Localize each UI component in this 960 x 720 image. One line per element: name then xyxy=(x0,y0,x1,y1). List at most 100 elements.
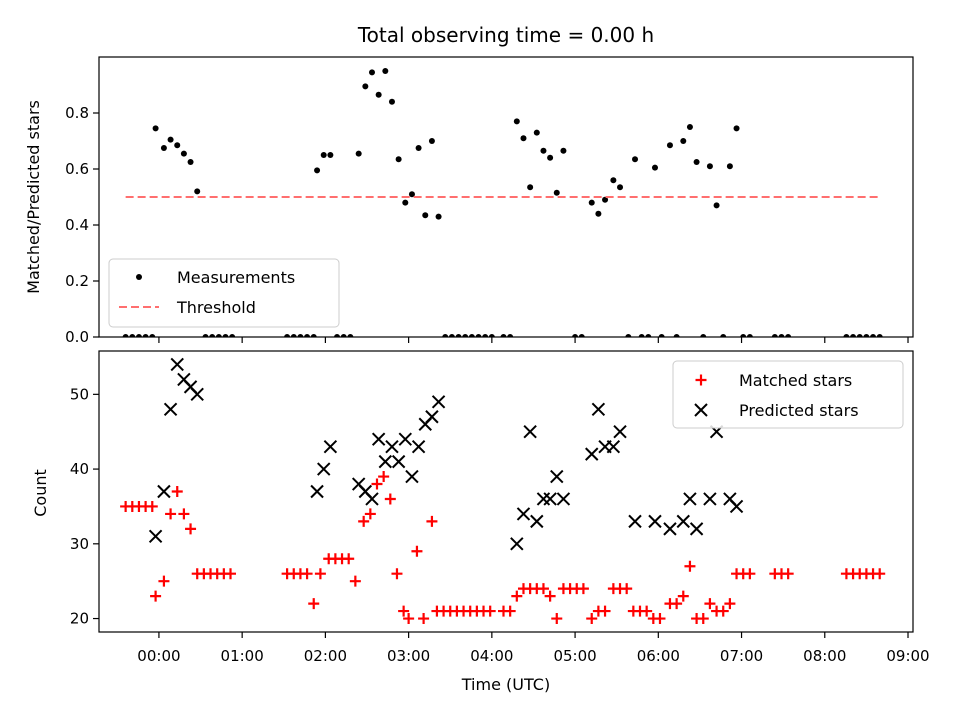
top-measurement-point xyxy=(785,334,792,337)
legend-measurements-marker xyxy=(136,274,142,280)
legend-predicted-label: Predicted stars xyxy=(739,401,859,420)
bottom-matched-star-point xyxy=(158,575,170,587)
bottom-x-axis-label: Time (UTC) xyxy=(461,675,550,694)
bottom-matched-star-point xyxy=(384,493,396,505)
top-measurement-point xyxy=(422,212,429,219)
bottom-x-tick-label: 01:00 xyxy=(221,647,264,665)
top-measurement-point xyxy=(142,334,149,337)
bottom-matched-star-point xyxy=(671,598,683,610)
bottom-predicted-star-point xyxy=(676,514,690,529)
top-measurement-point xyxy=(222,334,229,337)
top-measurement-point xyxy=(740,334,747,337)
top-measurement-point xyxy=(540,147,547,154)
top-measurement-point xyxy=(355,150,362,157)
bottom-predicted-star-point xyxy=(663,522,677,536)
top-measurement-point xyxy=(455,334,462,337)
bottom-matched-star-point xyxy=(314,568,326,580)
bottom-predicted-star-point xyxy=(591,402,606,417)
bottom-matched-star-point xyxy=(874,568,886,580)
bottom-predicted-star-point xyxy=(510,537,524,551)
top-measurement-point xyxy=(746,334,753,337)
bottom-predicted-star-point xyxy=(543,492,557,506)
legend-matched-label: Matched stars xyxy=(739,371,852,390)
bottom-matched-star-point xyxy=(586,613,598,625)
top-measurement-point xyxy=(435,213,442,220)
bottom-matched-star-point xyxy=(358,515,370,527)
bottom-y-tick-label: 50 xyxy=(70,385,89,403)
bottom-predicted-star-point xyxy=(190,387,204,402)
top-measurement-point xyxy=(617,184,624,191)
bottom-predicted-star-point xyxy=(378,454,393,469)
top-measurement-point xyxy=(290,334,297,337)
top-measurement-point xyxy=(632,156,639,163)
bottom-x-tick-label: 00:00 xyxy=(137,647,180,665)
top-measurement-point xyxy=(310,334,317,337)
bottom-x-tick-label: 05:00 xyxy=(553,647,596,665)
bottom-predicted-star-point xyxy=(516,507,531,521)
bottom-x-tick-label: 03:00 xyxy=(387,647,430,665)
top-measurement-point xyxy=(876,334,883,337)
top-measurement-point xyxy=(706,163,713,170)
top-y-tick-label: 0.0 xyxy=(65,328,89,346)
bottom-matched-star-point xyxy=(225,568,237,580)
bottom-legend: Matched stars Predicted stars xyxy=(672,360,904,429)
top-measurement-point xyxy=(475,334,482,337)
top-measurement-point xyxy=(658,334,665,337)
top-measurement-point xyxy=(320,152,327,158)
bottom-predicted-star-point xyxy=(411,439,426,454)
top-measurement-point xyxy=(375,91,382,98)
top-y-tick-label: 0.6 xyxy=(65,160,89,178)
legend-matched-marker xyxy=(695,374,707,386)
bottom-predicted-star-point xyxy=(391,454,406,469)
top-measurement-point xyxy=(482,334,489,337)
top-measurement-point xyxy=(129,334,136,337)
top-measurement-point xyxy=(347,334,354,337)
top-measurement-point xyxy=(149,334,156,337)
bottom-matched-star-point xyxy=(717,605,729,617)
bottom-x-tick-label: 08:00 xyxy=(803,647,846,665)
bottom-y-tick-label: 20 xyxy=(70,610,89,628)
bottom-predicted-star-point xyxy=(689,522,704,536)
top-measurement-point xyxy=(229,334,236,337)
top-measurement-point xyxy=(408,191,415,198)
top-measurement-point xyxy=(187,159,194,165)
top-measurement-point xyxy=(122,334,129,337)
bottom-matched-star-point xyxy=(537,583,549,595)
bottom-predicted-star-point xyxy=(398,432,412,446)
top-measurement-point xyxy=(520,135,527,142)
bottom-predicted-star-point xyxy=(523,425,537,439)
top-measurement-point xyxy=(527,184,534,191)
bottom-matched-star-point xyxy=(654,613,666,625)
bottom-data-marks xyxy=(120,357,886,625)
top-measurement-point xyxy=(625,334,632,337)
top-measurement-point xyxy=(843,334,850,337)
top-measurement-point xyxy=(180,150,187,157)
bottom-matched-star-point xyxy=(403,613,415,625)
top-measurement-point xyxy=(395,156,402,163)
top-measurement-point xyxy=(382,68,389,74)
top-measurement-point xyxy=(448,334,455,337)
top-measurement-point xyxy=(856,334,863,337)
top-y-tick-label: 0.4 xyxy=(65,216,89,234)
bottom-matched-star-point xyxy=(411,545,423,557)
bottom-matched-star-point xyxy=(378,471,390,483)
top-measurement-point xyxy=(402,199,409,206)
bottom-x-tick-label: 09:00 xyxy=(886,647,929,665)
top-measurement-point xyxy=(297,334,304,337)
top-measurement-point xyxy=(595,210,602,217)
bottom-predicted-star-point xyxy=(425,410,439,424)
bottom-predicted-star-point xyxy=(157,484,171,499)
bottom-x-tick-label: 04:00 xyxy=(470,647,513,665)
top-plot-area: 0.0 0.2 0.4 0.6 0.8 Measurements Threshold xyxy=(65,56,914,346)
bottom-predicted-star-point xyxy=(556,492,571,506)
bottom-matched-star-point xyxy=(343,553,355,565)
bottom-predicted-star-point xyxy=(729,499,744,514)
bottom-matched-star-point xyxy=(599,605,611,617)
top-measurement-point xyxy=(850,334,857,337)
top-measurement-point xyxy=(507,334,514,337)
top-measurement-point xyxy=(713,202,720,209)
top-measurement-point xyxy=(588,199,595,206)
bottom-x-tick-label: 06:00 xyxy=(637,647,680,665)
bottom-matched-star-point xyxy=(577,583,589,595)
